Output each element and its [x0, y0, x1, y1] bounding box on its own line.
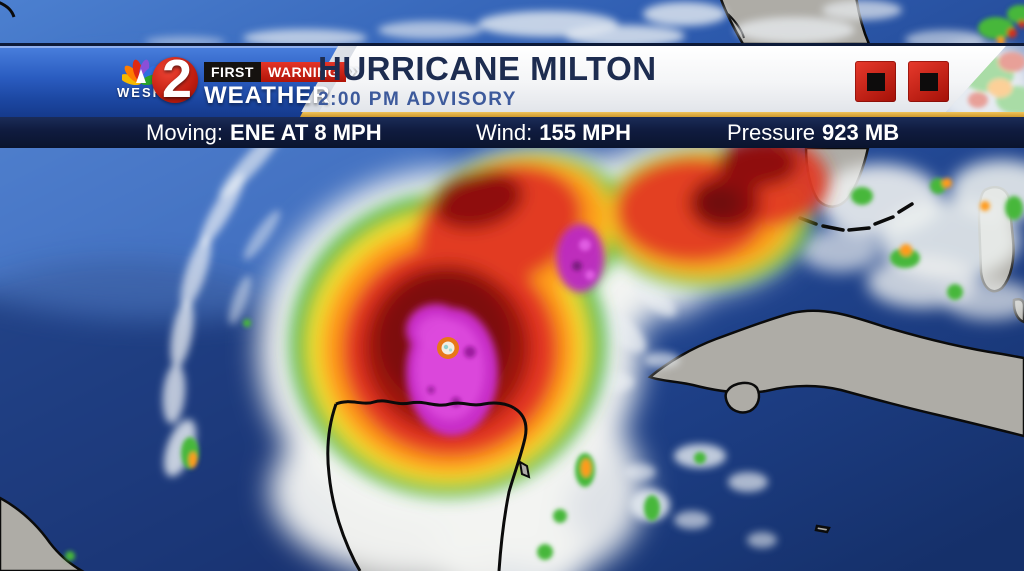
storm-stats-bar: Moving: ENE AT 8 MPH Wind: 155 MPH Pressur… — [0, 117, 1024, 148]
red-square-marker-2 — [908, 61, 949, 102]
station-logo: WESH 2 FIRST WARNING » WEATHER — [0, 46, 361, 112]
red-square-inner-2 — [919, 72, 938, 91]
brand-weather-label: WEATHER — [204, 82, 331, 109]
moving-value: ENE AT 8 MPH — [230, 120, 382, 145]
pressure-label: Pressure — [727, 120, 816, 145]
advisory-subtitle: 2:00 PM ADVISORY — [318, 89, 517, 110]
hurricane-eye — [437, 337, 459, 359]
brand-warning-label: WARNING — [260, 62, 347, 82]
channel-badge — [152, 57, 198, 103]
first-warning-weather-brand: FIRST WARNING » WEATHER — [204, 57, 362, 109]
moving-stat: Moving: ENE AT 8 MPH — [146, 117, 382, 148]
chevrons-icon: » — [348, 57, 362, 84]
headline-block: HURRICANE MILTON 2:00 PM ADVISORY — [318, 50, 657, 111]
yucatan-coastline — [326, 399, 531, 571]
gold-accent-line — [282, 112, 1024, 117]
page-title: HURRICANE MILTON — [318, 50, 657, 87]
red-square-marker-1 — [855, 61, 896, 102]
moving-label: Moving: — [146, 120, 224, 145]
pressure-stat: Pressure 923 MB — [727, 117, 899, 148]
channel-number: 2 — [161, 49, 193, 109]
cloud-streaks — [162, 125, 285, 477]
pressure-value: 923 MB — [822, 120, 900, 145]
station-call-letters: WESH — [117, 85, 164, 100]
brand-first-label: FIRST — [204, 62, 261, 82]
red-square-inner-1 — [866, 72, 885, 91]
banner-top-border — [0, 43, 1024, 46]
wind-label: Wind: — [476, 120, 533, 145]
wind-stat: Wind: 155 MPH — [476, 117, 631, 148]
wind-value: 155 MPH — [539, 120, 631, 145]
